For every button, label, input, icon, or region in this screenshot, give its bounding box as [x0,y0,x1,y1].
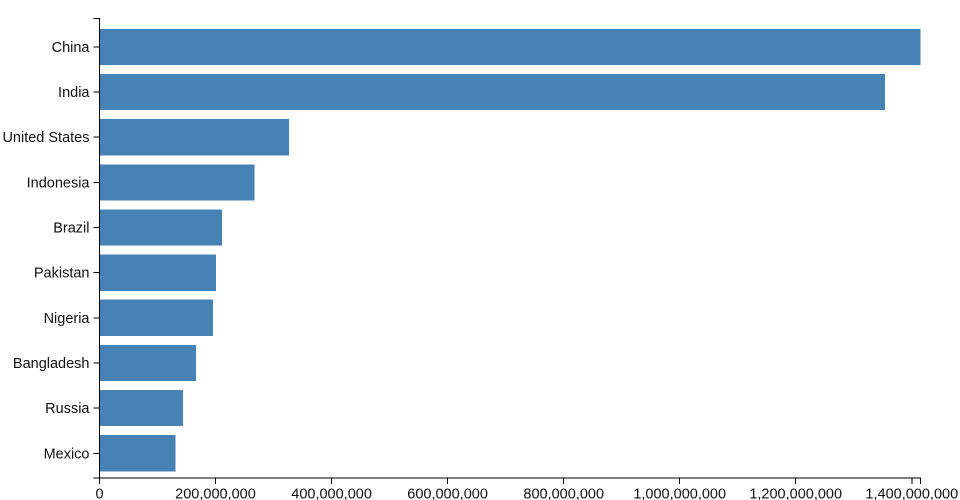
x-tick-label-600-000-000: 600,000,000 [407,487,488,500]
bar-brazil [100,209,222,246]
y-tick-label-united-states: United States [2,130,89,146]
bar-india [100,74,886,111]
y-tick-label-nigeria: Nigeria [44,311,91,327]
x-tick-label-400-000-000: 400,000,000 [291,487,372,500]
x-tick-label-1-400-000-000: 1,400,000,000 [865,487,958,500]
y-tick-label-india: India [58,85,90,101]
y-tick-label-bangladesh: Bangladesh [13,356,90,372]
x-tick-label-800-000-000: 800,000,000 [523,487,604,500]
y-tick-label-china: China [52,40,91,56]
bar-nigeria [100,299,214,336]
y-tick-label-russia: Russia [45,401,90,417]
bar-mexico [100,435,176,472]
y-tick-label-mexico: Mexico [44,446,90,462]
x-tick-label-1-200-000-000: 1,200,000,000 [749,487,842,500]
bar-united-states [100,119,290,156]
x-tick-label-200-000-000: 200,000,000 [175,487,256,500]
x-tick-label-1-000-000-000: 1,000,000,000 [633,487,726,500]
y-tick-label-indonesia: Indonesia [27,175,91,191]
bar-russia [100,390,183,427]
x-tick-label-0: 0 [95,487,103,500]
y-tick-label-brazil: Brazil [53,221,89,237]
bar-indonesia [100,164,255,201]
x-axis-line [99,477,921,484]
y-tick-label-pakistan: Pakistan [34,266,90,282]
bar-pakistan [100,254,216,291]
y-axis-line [93,18,100,479]
bar-china [100,28,921,65]
bar-bangladesh [100,344,196,382]
